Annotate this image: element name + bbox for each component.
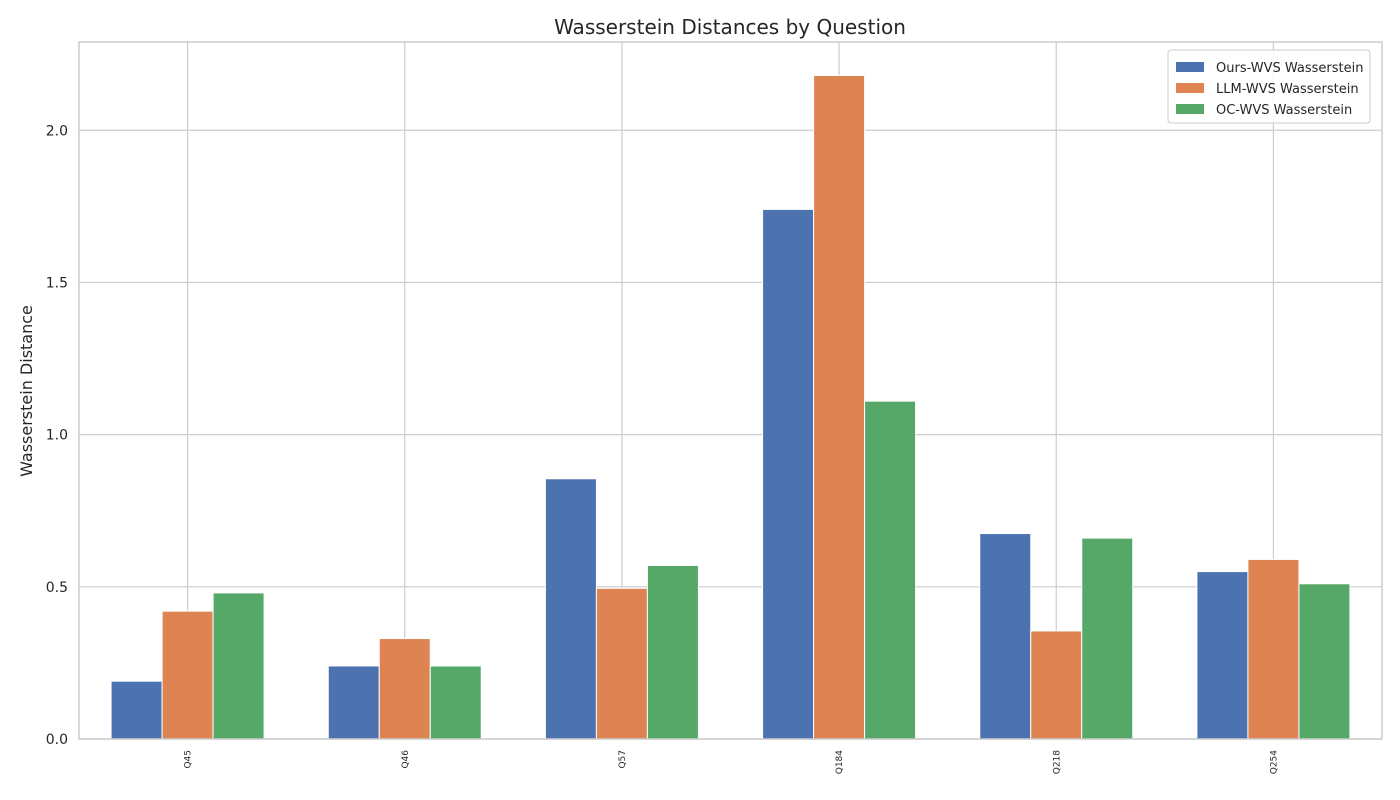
- x-tick-label: Q218: [1052, 750, 1062, 775]
- bar-q184-series-1: [762, 208, 815, 740]
- x-tick-label: Q45: [184, 750, 194, 769]
- chart-title: Wasserstein Distances by Question: [554, 15, 906, 39]
- bar-q46-series-3: [429, 665, 482, 740]
- y-tick-label: 1.0: [46, 428, 68, 444]
- bar-q184-series-3: [864, 400, 917, 740]
- bar-q218-series-1: [979, 533, 1032, 740]
- legend-box: [1167, 49, 1371, 124]
- y-tick-label: 2.0: [46, 123, 68, 139]
- bar-q254-series-3: [1298, 583, 1351, 740]
- bar-q45-series-1: [110, 680, 163, 740]
- y-tick-label: 1.5: [46, 275, 68, 291]
- x-tick-label: Q57: [618, 750, 628, 769]
- bar-q46-series-2: [378, 638, 431, 740]
- legend: Ours-WVS Wasserstein LLM-WVS Wasserstein O…: [1167, 49, 1371, 124]
- bar-q45-series-2: [161, 610, 214, 740]
- legend-entry: LLM-WVS Wasserstein: [1216, 82, 1359, 97]
- bar-q218-series-2: [1030, 630, 1083, 740]
- x-tick-label: Q46: [401, 750, 411, 769]
- y-axis-label: Wasserstein Distance: [17, 305, 36, 477]
- bar-q254-series-2: [1247, 558, 1300, 740]
- y-tick-label: 0.5: [46, 580, 68, 596]
- bar-q46-series-1: [327, 665, 380, 740]
- bar-q57-series-1: [544, 478, 597, 740]
- bar-q184-series-2: [813, 74, 866, 740]
- bar-q45-series-3: [212, 592, 265, 740]
- x-tick-label: Q184: [835, 750, 845, 775]
- plot-frame: [78, 41, 1383, 740]
- y-tick-label: 0.0: [46, 732, 68, 748]
- bar-q57-series-2: [595, 587, 648, 740]
- legend-swatch: [1176, 62, 1204, 72]
- legend-entry: OC-WVS Wasserstein: [1216, 103, 1352, 118]
- bar-q254-series-1: [1196, 571, 1249, 740]
- legend-swatch: [1176, 104, 1204, 114]
- axes-frame: [78, 41, 1383, 740]
- legend-entry: Ours-WVS Wasserstein: [1216, 61, 1363, 76]
- bar-q218-series-3: [1081, 537, 1134, 740]
- legend-swatch: [1176, 83, 1204, 93]
- bars: [110, 74, 1351, 740]
- x-tick-label: Q254: [1269, 750, 1279, 775]
- bar-q57-series-3: [646, 565, 699, 740]
- tick-labels: 0.0 0.5 1.0 1.5 2.0 Q45 Q46 Q57 Q184 Q218 Q254: [46, 123, 1280, 774]
